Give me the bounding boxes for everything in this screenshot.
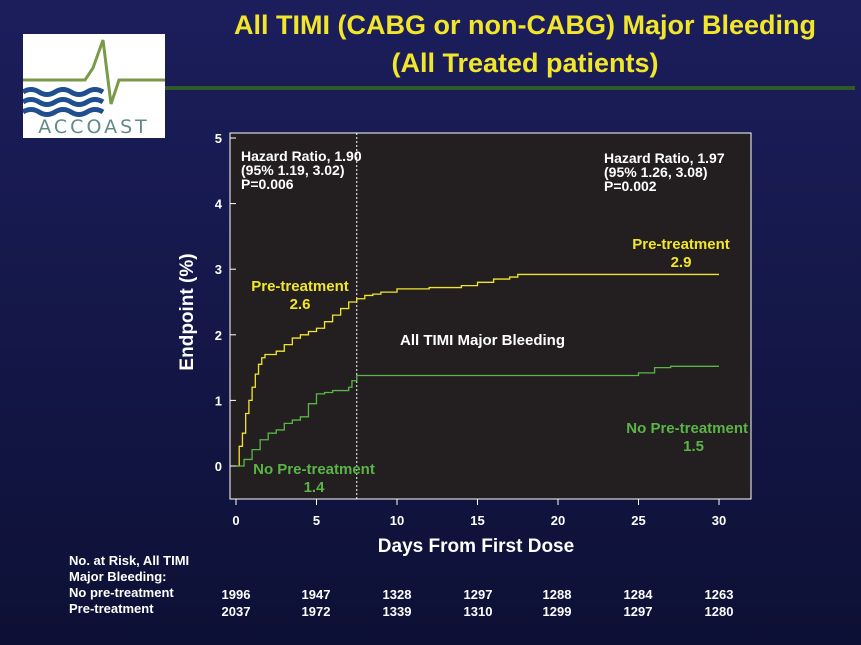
y-axis-label: Endpoint (%) (177, 253, 198, 371)
y-tick-label: 0 (215, 459, 222, 474)
risk-pretreatment-value: 1299 (542, 604, 572, 619)
title-divider (165, 86, 855, 90)
y-tick-label: 2 (215, 328, 222, 343)
pretreatment-curve (236, 273, 719, 467)
pre-left-value: 2.6 (289, 296, 311, 313)
risk-pretreatment-value: 1339 (382, 604, 412, 619)
risk-no-pretreatment-value: 1284 (623, 587, 653, 602)
logo-graphic (21, 39, 165, 117)
hr-right-line-3: P=0.002 (604, 178, 657, 194)
risk-no-pretreatment-value: 1288 (542, 587, 572, 602)
x-tick-label: 5 (313, 513, 320, 528)
risk-pretreatment-value: 1310 (463, 604, 493, 619)
logo-wordmark: ACCOAST (38, 116, 150, 138)
hr-right-line-2: (95% 1.26, 3.08) (604, 164, 708, 180)
x-tick-label: 25 (631, 513, 645, 528)
y-tick-label: 3 (215, 262, 222, 277)
risk-no-pretreatment-value: 1297 (463, 587, 493, 602)
hr-left-line-1: Hazard Ratio, 1.90 (241, 148, 362, 164)
accoast-logo: ACCOAST (21, 34, 165, 138)
nopre-right-value: 1.5 (683, 438, 704, 455)
risk-row-label-pretreatment: Pre-treatment (69, 601, 154, 616)
risk-heading-2: Major Bleeding: (69, 569, 167, 584)
risk-no-pretreatment-value: 1947 (301, 587, 331, 602)
y-tick-label: 1 (215, 393, 222, 408)
plot-area (229, 132, 752, 500)
x-tick-label: 20 (551, 513, 565, 528)
y-tick-label: 5 (215, 131, 222, 146)
hr-left-line-3: P=0.006 (241, 176, 294, 192)
title-line-1: All TIMI (CABG or non-CABG) Major Bleedi… (234, 10, 816, 40)
series-group (236, 273, 719, 467)
risk-no-pretreatment-value: 1328 (382, 587, 412, 602)
risk-no-pretreatment-value: 1263 (704, 587, 734, 602)
nopre-left-name: No Pre-treatment (253, 461, 375, 478)
risk-heading-1: No. at Risk, All TIMI (69, 553, 190, 568)
nopre-left-value: 1.4 (303, 479, 325, 496)
center-label: All TIMI Major Bleeding (400, 332, 566, 349)
x-tick-label: 10 (390, 513, 404, 528)
hazard-ratio-left: Hazard Ratio, 1.90 (95% 1.19, 3.02) P=0.… (241, 149, 362, 191)
x-tick-label: 0 (232, 513, 239, 528)
pre-right-value: 2.9 (670, 254, 692, 271)
pre-right-name: Pre-treatment (632, 236, 730, 253)
x-axis-label: Days From First Dose (377, 536, 575, 557)
risk-pretreatment-value: 1280 (704, 604, 734, 619)
pretreatment-label-left: Pre-treatment 2.6 (246, 278, 354, 314)
x-tick-label: 15 (470, 513, 484, 528)
hazard-ratio-right: Hazard Ratio, 1.97 (95% 1.26, 3.08) P=0.… (604, 151, 725, 193)
title-line-2: (All Treated patients) (391, 48, 659, 78)
pretreatment-label-right: Pre-treatment 2.9 (624, 236, 738, 272)
hr-right-line-1: Hazard Ratio, 1.97 (604, 150, 725, 166)
no-pretreatment-label-left: No Pre-treatment 1.4 (246, 461, 382, 497)
no-pretreatment-label-right: No Pre-treatment 1.5 (612, 420, 748, 456)
risk-row-label-no-pretreatment: No pre-treatment (69, 585, 174, 600)
risk-pretreatment-value: 1297 (623, 604, 653, 619)
no-pretreatment-curve (236, 365, 719, 467)
y-tick-label: 4 (215, 197, 223, 212)
axes: 0 1 2 3 4 5 0 5 10 15 20 25 30 (215, 131, 726, 528)
risk-pretreatment-value: 2037 (221, 604, 251, 619)
pre-left-name: Pre-treatment (251, 278, 349, 295)
hr-left-line-2: (95% 1.19, 3.02) (241, 162, 345, 178)
risk-pretreatment-value: 1972 (301, 604, 331, 619)
x-tick-label: 30 (712, 513, 726, 528)
nopre-right-name: No Pre-treatment (626, 420, 748, 437)
risk-no-pretreatment-value: 1996 (221, 587, 251, 602)
